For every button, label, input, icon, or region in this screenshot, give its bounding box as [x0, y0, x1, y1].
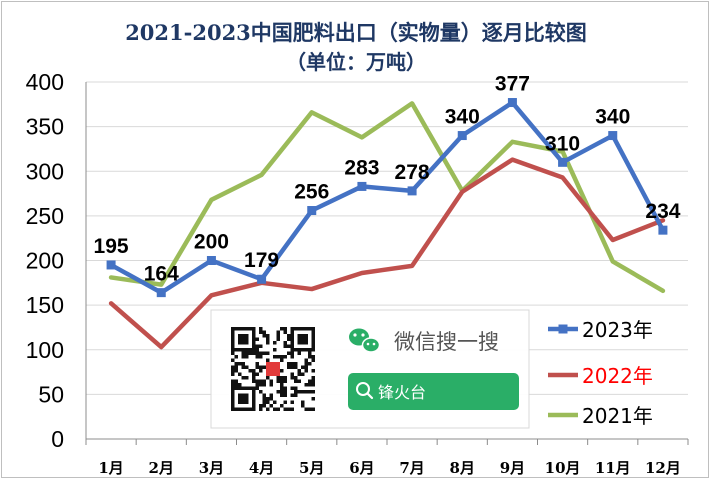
data-label: 310 — [545, 132, 580, 155]
y-tick-label: 150 — [26, 292, 64, 318]
chart-title: 2021-2023中国肥料出口（实物量）逐月比较图 — [125, 20, 587, 45]
data-point — [156, 288, 166, 298]
data-point — [307, 206, 317, 216]
data-label: 179 — [244, 249, 279, 272]
x-tick-label: 1月 — [98, 459, 123, 477]
data-label: 256 — [294, 181, 329, 204]
data-point — [357, 181, 367, 191]
y-tick-label: 350 — [26, 114, 64, 140]
search-box[interactable] — [348, 373, 519, 410]
search-icon — [356, 382, 374, 400]
y-tick-label: 100 — [26, 337, 64, 363]
legend: 2023年 2022年 2021年 — [548, 318, 653, 428]
data-label: 283 — [344, 156, 379, 179]
data-point — [257, 274, 267, 284]
x-tick-label: 8月 — [450, 459, 475, 477]
y-tick-label: 200 — [26, 248, 64, 274]
data-labels: 195 164 200 179 256 283 278 340 377 310 340 234 — [94, 73, 681, 286]
legend-label: 2021年 — [582, 404, 653, 428]
y-tick-label: 250 — [26, 203, 64, 229]
x-tick-label: 7月 — [399, 459, 424, 477]
gridlines — [85, 81, 689, 445]
data-point — [457, 131, 467, 141]
data-label: 377 — [495, 73, 530, 96]
data-point — [558, 157, 568, 167]
legend-marker — [558, 324, 568, 334]
data-label: 340 — [445, 106, 480, 129]
x-tick-label: 5月 — [299, 459, 324, 477]
x-tick-label: 11月 — [595, 459, 631, 477]
legend-label: 2022年 — [582, 364, 653, 388]
x-tick-label: 2月 — [149, 459, 174, 477]
data-label: 200 — [194, 231, 229, 254]
data-label: 340 — [595, 106, 630, 129]
qr-code-icon — [229, 325, 317, 413]
x-tick-label: 12月 — [645, 459, 681, 477]
data-point — [507, 98, 517, 108]
series-lines — [106, 98, 668, 350]
series-line-2023年 — [108, 100, 666, 295]
x-axis-ticks: 1月 2月 3月 4月 5月 6月 7月 8月 9月 10月 11月 12月 — [98, 459, 680, 477]
chart-subtitle: （单位：万吨） — [286, 50, 426, 74]
x-tick-label: 4月 — [249, 459, 274, 477]
y-tick-label: 50 — [38, 381, 64, 407]
y-axis-ticks: 0 50 100 150 200 250 300 350 400 — [26, 69, 64, 452]
data-point — [206, 256, 216, 265]
search-box-text: 锋火台 — [378, 383, 426, 402]
data-point — [407, 186, 417, 196]
series-line-2022年 — [108, 157, 666, 350]
data-label: 195 — [94, 235, 129, 258]
x-tick-label: 6月 — [349, 459, 374, 477]
data-label: 278 — [395, 161, 430, 184]
x-tick-label: 9月 — [500, 459, 525, 477]
x-tick-label: 10月 — [545, 459, 581, 477]
wechat-overlay: 微信搜一搜 锋火台 — [210, 309, 530, 429]
wechat-search-label: 微信搜一搜 — [394, 330, 499, 354]
y-tick-label: 300 — [26, 158, 64, 184]
data-point — [106, 260, 116, 270]
legend-label: 2023年 — [582, 318, 653, 342]
data-point — [658, 225, 668, 235]
series-line-2021年 — [108, 101, 666, 294]
x-tick-label: 3月 — [199, 459, 224, 477]
data-label: 164 — [144, 263, 179, 286]
wechat-icon — [349, 328, 381, 353]
y-tick-label: 0 — [51, 426, 64, 452]
data-point — [608, 131, 618, 141]
y-tick-label: 400 — [26, 69, 64, 95]
data-label: 234 — [645, 200, 680, 223]
